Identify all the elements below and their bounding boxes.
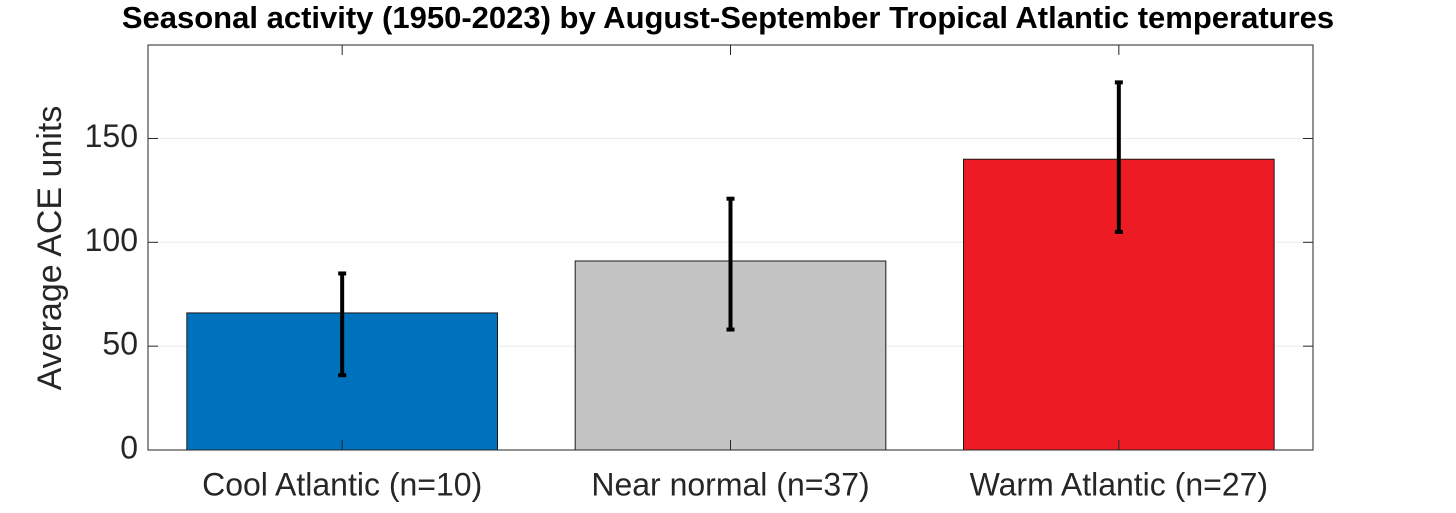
- x-tick-label: Warm Atlantic (n=27): [970, 466, 1268, 502]
- y-axis-label: Average ACE units: [31, 106, 69, 391]
- y-tick-label: 50: [102, 326, 138, 362]
- x-tick-label: Near normal (n=37): [591, 466, 869, 502]
- x-tick-label: Cool Atlantic (n=10): [202, 466, 482, 502]
- y-tick-label: 100: [85, 222, 138, 258]
- y-tick-label: 150: [85, 118, 138, 154]
- plot-frame: [147, 44, 1314, 451]
- y-tick-label: 0: [120, 429, 138, 465]
- chart-title: Seasonal activity (1950-2023) by August-…: [122, 0, 1334, 35]
